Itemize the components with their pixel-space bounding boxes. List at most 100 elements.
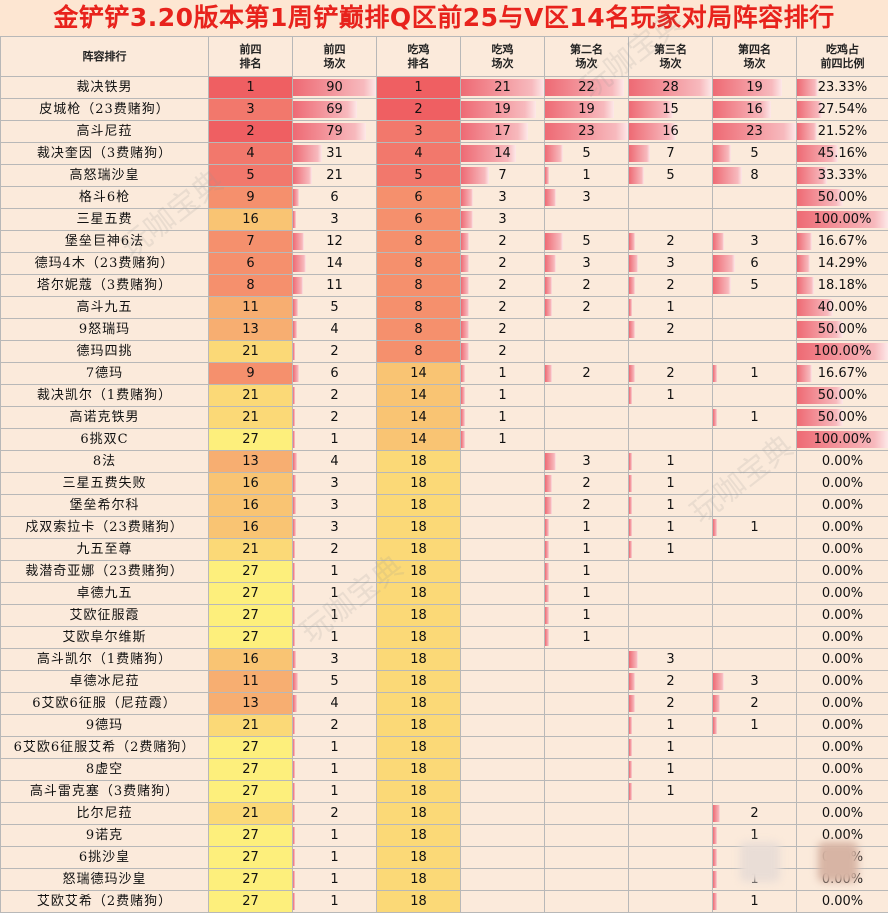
cell-value: 0.00% <box>822 850 863 865</box>
top4-count-cell: 90 <box>293 77 377 99</box>
lineup-name-cell: 裁决铁男 <box>1 77 209 99</box>
cell-value: 0.00% <box>822 828 863 843</box>
cell-value: 14.29% <box>818 256 868 271</box>
third-count-cell <box>629 209 713 231</box>
win-rank-cell: 8 <box>377 231 461 253</box>
cell-value: 3 <box>582 454 590 469</box>
fourth-count-cell <box>713 561 797 583</box>
cell-value: 12 <box>326 234 343 249</box>
cell-value: 1 <box>582 608 590 623</box>
cell-value: 50.00% <box>818 410 868 425</box>
lineup-name-cell: 塔尔妮蔻（3费赌狗） <box>1 275 209 297</box>
lineup-name-cell: 高斗雷克塞（3费赌狗） <box>1 781 209 803</box>
data-bar <box>461 255 469 272</box>
data-bar <box>713 233 724 250</box>
cell-value: 18.18% <box>818 278 868 293</box>
data-bar <box>293 893 295 910</box>
cell-value: 2 <box>498 322 506 337</box>
fourth-count-cell: 23 <box>713 121 797 143</box>
third-count-cell: 15 <box>629 99 713 121</box>
win-count-cell <box>461 737 545 759</box>
data-bar <box>629 519 632 536</box>
cell-value: 2 <box>330 388 338 403</box>
win-ratio-cell: 0.00% <box>797 847 888 869</box>
fourth-count-cell <box>713 737 797 759</box>
win-ratio-cell: 0.00% <box>797 605 888 627</box>
second-count-cell: 1 <box>545 517 629 539</box>
data-bar <box>293 211 296 228</box>
lineup-name-cell: 高斗尼菈 <box>1 121 209 143</box>
cell-value: 1 <box>666 784 674 799</box>
cell-value: 2 <box>330 410 338 425</box>
data-bar <box>293 563 295 580</box>
cell-value: 0.00% <box>822 454 863 469</box>
win-ratio-cell: 0.00% <box>797 715 888 737</box>
top4-count-cell: 3 <box>293 517 377 539</box>
third-count-cell <box>629 825 713 847</box>
fourth-count-cell <box>713 473 797 495</box>
top4-count-cell: 5 <box>293 297 377 319</box>
fourth-count-cell: 1 <box>713 363 797 385</box>
data-bar <box>629 497 632 514</box>
fourth-count-cell <box>713 429 797 451</box>
win-ratio-cell: 100.00% <box>797 341 888 363</box>
second-count-cell <box>545 869 629 891</box>
data-bar <box>293 409 295 426</box>
cell-value: 1 <box>330 828 338 843</box>
top4-count-cell: 1 <box>293 737 377 759</box>
cell-value: 4 <box>330 322 338 337</box>
fourth-count-cell: 3 <box>713 231 797 253</box>
fourth-count-cell <box>713 297 797 319</box>
top4-rank-cell: 27 <box>209 429 293 451</box>
cell-value: 31 <box>326 146 343 161</box>
cell-value: 2 <box>666 696 674 711</box>
data-bar <box>293 497 296 514</box>
top4-count-cell: 2 <box>293 715 377 737</box>
cell-value: 1 <box>330 564 338 579</box>
win-ratio-cell: 16.67% <box>797 231 888 253</box>
win-ratio-cell: 0.00% <box>797 495 888 517</box>
cell-value: 1 <box>666 762 674 777</box>
top4-rank-cell: 27 <box>209 737 293 759</box>
win-rank-cell: 18 <box>377 649 461 671</box>
win-rank-cell: 18 <box>377 583 461 605</box>
data-bar <box>713 365 717 382</box>
cell-value: 0.00% <box>822 608 863 623</box>
top4-rank-cell: 21 <box>209 341 293 363</box>
lineup-name-cell: 比尔尼菈 <box>1 803 209 825</box>
win-rank-cell: 18 <box>377 451 461 473</box>
third-count-cell <box>629 583 713 605</box>
top4-rank-cell: 2 <box>209 121 293 143</box>
column-header: 第二名场次 <box>545 37 629 77</box>
win-ratio-cell: 14.29% <box>797 253 888 275</box>
second-count-cell <box>545 759 629 781</box>
data-bar <box>629 717 632 734</box>
data-bar <box>461 277 469 294</box>
data-bar <box>293 585 295 602</box>
cell-value: 19 <box>578 102 595 117</box>
win-rank-cell: 14 <box>377 407 461 429</box>
fourth-count-cell <box>713 341 797 363</box>
cell-value: 50.00% <box>818 190 868 205</box>
third-count-cell: 5 <box>629 165 713 187</box>
lineup-name-cell: 三星五费 <box>1 209 209 231</box>
fourth-count-cell <box>713 385 797 407</box>
data-bar <box>293 871 295 888</box>
data-bar <box>797 123 817 140</box>
fourth-count-cell: 1 <box>713 517 797 539</box>
lineup-name-cell: 高诺克铁男 <box>1 407 209 429</box>
data-bar <box>293 673 298 690</box>
cell-value: 11 <box>326 278 343 293</box>
fourth-count-cell <box>713 627 797 649</box>
win-count-cell <box>461 451 545 473</box>
top4-count-cell: 1 <box>293 605 377 627</box>
win-count-cell: 1 <box>461 385 545 407</box>
